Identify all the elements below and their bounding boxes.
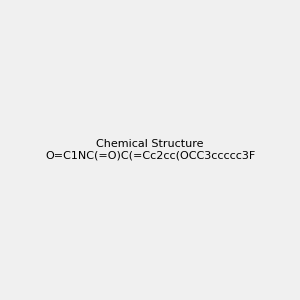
Text: Chemical Structure
O=C1NC(=O)C(=Cc2cc(OCC3ccccc3F: Chemical Structure O=C1NC(=O)C(=Cc2cc(OC…: [45, 139, 255, 161]
